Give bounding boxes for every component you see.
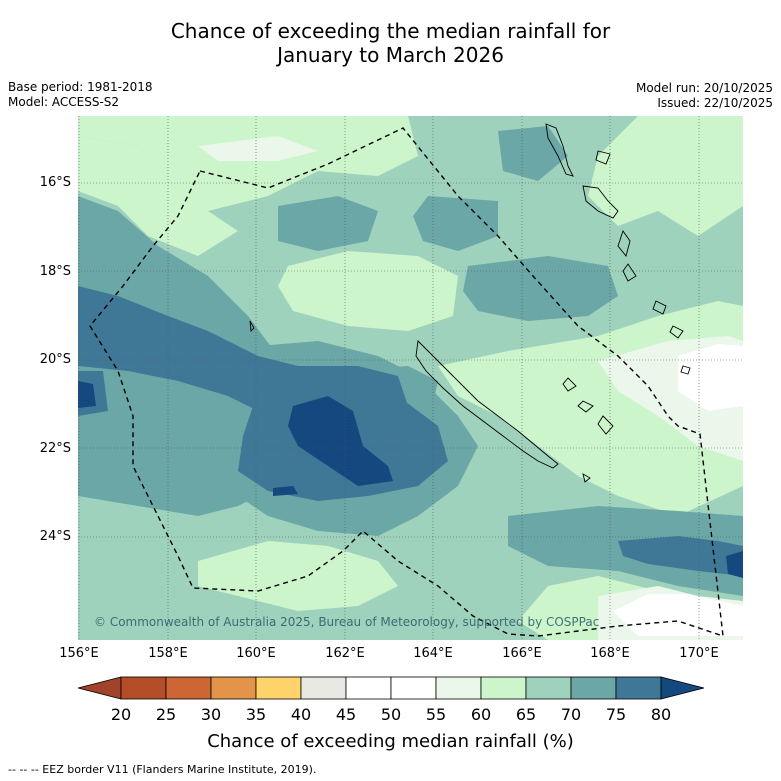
region-80-se: [726, 551, 743, 578]
colorbar-tick-25: 25: [155, 705, 177, 724]
map-title: Chance of exceeding the median rainfall …: [0, 19, 781, 67]
region-55-60-b: [198, 136, 318, 161]
lat-label-24s: 24°S: [39, 529, 71, 544]
base-period: Base period: 1981-2018: [8, 80, 153, 94]
colorbar-tick-60: 60: [470, 705, 492, 724]
issued-date: Issued: 22/10/2025: [657, 96, 773, 110]
lat-label-20s: 20°S: [39, 352, 71, 367]
region-80-small: [273, 486, 298, 496]
meta-left: Base period: 1981-2018 Model: ACCESS-S2: [8, 80, 153, 110]
region-80-leftedge: [78, 381, 96, 408]
colorbar-segment: [435, 676, 482, 700]
colorbar-segment: [345, 676, 392, 700]
small-islands: [249, 300, 691, 483]
colorbar-tick-45: 45: [335, 705, 357, 724]
lon-label-158e: 158°E: [148, 646, 188, 661]
lat-label-22s: 22°S: [39, 441, 71, 456]
colorbar-tick-80: 80: [650, 705, 672, 724]
vanuatu-outline: [545, 123, 637, 282]
map-panel: [78, 116, 743, 640]
colorbar-extend-low: [77, 676, 122, 700]
region-75-80-se: [618, 536, 743, 576]
colorbar-segment: [300, 676, 347, 700]
colorbar-segment: [255, 676, 302, 700]
colorbar: [77, 676, 705, 700]
colorbar-tick-20: 20: [110, 705, 132, 724]
model-name: Model: ACCESS-S2: [8, 95, 120, 109]
region-70-75-north-b: [278, 196, 378, 251]
region-60-65-center: [278, 251, 458, 331]
colorbar-segment: [165, 676, 212, 700]
colorbar-segment: [390, 676, 437, 700]
lon-label-160e: 160°E: [236, 646, 276, 661]
colorbar-segment: [120, 676, 167, 700]
region-60-65-top: [78, 116, 418, 211]
lon-label-164e: 164°E: [413, 646, 453, 661]
meta-right: Model run: 20/10/2025 Issued: 22/10/2025: [636, 81, 773, 111]
lon-label-166e: 166°E: [502, 646, 542, 661]
map-svg: [78, 116, 743, 640]
lon-label-168e: 168°E: [590, 646, 630, 661]
title-line-2: January to March 2026: [277, 43, 504, 67]
new-caledonia-outline: [415, 340, 559, 469]
region-60-65-topright: [588, 116, 743, 236]
region-70-75-north: [413, 196, 498, 251]
region-45-55-b: [613, 594, 743, 636]
loyalty-islands: [562, 377, 614, 435]
colorbar-segment: [480, 676, 527, 700]
region-80-center: [288, 396, 393, 486]
colorbar-tick-30: 30: [200, 705, 222, 724]
region-70-75-right: [463, 256, 618, 321]
colorbar-segment: [210, 676, 257, 700]
title-line-1: Chance of exceeding the median rainfall …: [170, 19, 611, 43]
lon-label-156e: 156°E: [59, 646, 99, 661]
colorbar-tick-50: 50: [380, 705, 402, 724]
colorbar-tick-75: 75: [605, 705, 627, 724]
region-60-65-left: [78, 116, 238, 256]
lon-label-162e: 162°E: [325, 646, 365, 661]
colorbar-tick-70: 70: [560, 705, 582, 724]
colorbar-tick-65: 65: [515, 705, 537, 724]
region-70-75-topright: [498, 126, 568, 181]
lat-label-16s: 16°S: [39, 175, 71, 190]
colorbar-segment: [570, 676, 617, 700]
colorbar-label: Chance of exceeding median rainfall (%): [207, 731, 574, 752]
lat-label-18s: 18°S: [39, 264, 71, 279]
eez-footnote: -- -- -- EEZ border V11 (Flanders Marine…: [8, 763, 317, 776]
colorbar-tick-55: 55: [425, 705, 447, 724]
model-run: Model run: 20/10/2025: [635, 81, 773, 95]
eez-border: [89, 127, 724, 638]
region-60-65-southwest: [198, 541, 398, 611]
colorbar-segment: [525, 676, 572, 700]
colorbar-tick-35: 35: [245, 705, 267, 724]
lon-label-170e: 170°E: [679, 646, 719, 661]
colorbar-segment: [615, 676, 662, 700]
colorbar-tick-40: 40: [290, 705, 312, 724]
copyright-text: © Commonwealth of Australia 2025, Bureau…: [94, 615, 600, 629]
colorbar-extend-high: [660, 676, 705, 700]
region-45-55-a: [678, 344, 743, 411]
